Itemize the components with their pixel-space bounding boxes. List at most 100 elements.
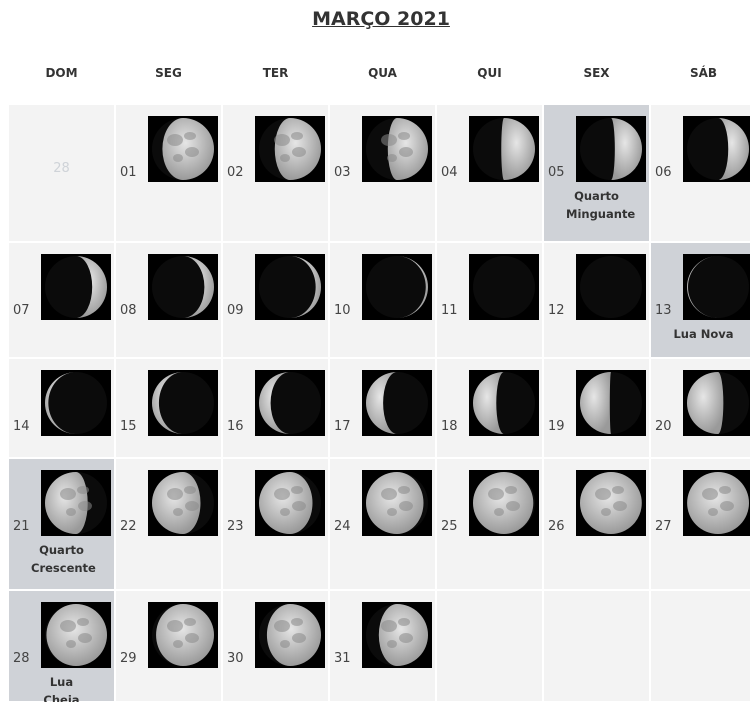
moon-image: [41, 254, 111, 320]
moon-image: [148, 470, 218, 536]
day-cell: 22: [115, 458, 222, 590]
weekday-header: SEG: [155, 66, 182, 80]
day-number: 04: [441, 165, 458, 180]
moon-image: [469, 254, 539, 320]
moon-image: [469, 370, 539, 436]
day-number: 07: [13, 303, 30, 318]
day-cell: 18: [436, 358, 543, 458]
day-cell: 08: [115, 242, 222, 358]
moon-image: [41, 602, 111, 668]
day-number: 02: [227, 165, 244, 180]
day-number: 27: [655, 519, 672, 534]
day-cell: 02: [222, 104, 329, 242]
day-number: 03: [334, 165, 351, 180]
moon-image: [576, 116, 646, 182]
day-cell: 30: [222, 590, 329, 702]
moon-image: [683, 116, 750, 182]
weekday-header: QUA: [368, 66, 397, 80]
moon-image: [148, 370, 218, 436]
moon-image: [362, 602, 432, 668]
day-cell: 07: [8, 242, 115, 358]
day-number: 18: [441, 419, 458, 434]
day-cell: 31: [329, 590, 436, 702]
phase-label: Lua Nova: [673, 327, 734, 341]
weekday-header: TER: [262, 66, 289, 80]
day-cell: 29: [115, 590, 222, 702]
phase-label: Quarto Crescente: [31, 543, 96, 575]
day-number: 25: [441, 519, 458, 534]
moon-image: [576, 254, 646, 320]
day-number: 09: [227, 303, 244, 318]
day-number: 23: [227, 519, 244, 534]
day-number: 06: [655, 165, 672, 180]
day-number: 11: [441, 303, 458, 318]
day-cell: 09: [222, 242, 329, 358]
moon-image: [362, 254, 432, 320]
day-number: 15: [120, 419, 137, 434]
day-cell: 21 Quarto Crescente: [8, 458, 115, 590]
day-number: 14: [13, 419, 30, 434]
phase-label: Quarto Minguante: [566, 189, 636, 221]
phase-label: Lua Cheia: [43, 675, 80, 702]
day-cell: 28: [8, 104, 115, 242]
day-number: 05: [548, 165, 565, 180]
day-cell: [543, 590, 650, 702]
day-number: 17: [334, 419, 351, 434]
moon-image: [683, 470, 750, 536]
moon-image: [41, 370, 111, 436]
day-cell: 03: [329, 104, 436, 242]
day-cell: 06: [650, 104, 750, 242]
moon-image: [148, 116, 218, 182]
day-cell: 25: [436, 458, 543, 590]
weekday-header: SEX: [583, 66, 610, 80]
day-number: 29: [120, 651, 137, 666]
day-cell: 05 Quarto Minguante: [543, 104, 650, 242]
month-title: MARÇO 2021: [312, 8, 450, 30]
weekday-header: QUI: [477, 66, 502, 80]
day-cell: 16: [222, 358, 329, 458]
moon-image: [576, 370, 646, 436]
day-cell: 10: [329, 242, 436, 358]
moon-image: [148, 602, 218, 668]
moon-image: [41, 470, 111, 536]
day-cell: 12: [543, 242, 650, 358]
moon-image: [362, 370, 432, 436]
day-number: 24: [334, 519, 351, 534]
day-cell: 27: [650, 458, 750, 590]
day-cell: 23: [222, 458, 329, 590]
day-cell: 28 Lua Cheia: [8, 590, 115, 702]
weekday-header: SÁB: [689, 66, 718, 80]
moon-image: [255, 116, 325, 182]
moon-image: [148, 254, 218, 320]
day-number: 12: [548, 303, 565, 318]
moon-image: [576, 470, 646, 536]
day-number: 10: [334, 303, 351, 318]
moon-image: [683, 370, 750, 436]
day-cell: 20: [650, 358, 750, 458]
day-number: 19: [548, 419, 565, 434]
day-number: 22: [120, 519, 137, 534]
day-number: 30: [227, 651, 244, 666]
day-number: 20: [655, 419, 672, 434]
day-cell: 24: [329, 458, 436, 590]
day-cell: 11: [436, 242, 543, 358]
day-cell: 04: [436, 104, 543, 242]
moon-image: [362, 116, 432, 182]
moon-image: [683, 254, 750, 320]
day-number: 21: [13, 519, 30, 534]
moon-image: [255, 602, 325, 668]
day-cell: [650, 590, 750, 702]
moon-image: [255, 254, 325, 320]
day-cell: 14: [8, 358, 115, 458]
day-cell: 01: [115, 104, 222, 242]
day-number: 16: [227, 419, 244, 434]
day-cell: 17: [329, 358, 436, 458]
day-number: 31: [334, 651, 351, 666]
day-number: 28: [53, 161, 70, 176]
day-cell: 15: [115, 358, 222, 458]
moon-image: [362, 470, 432, 536]
day-number: 08: [120, 303, 137, 318]
day-number: 26: [548, 519, 565, 534]
day-number: 28: [13, 651, 30, 666]
